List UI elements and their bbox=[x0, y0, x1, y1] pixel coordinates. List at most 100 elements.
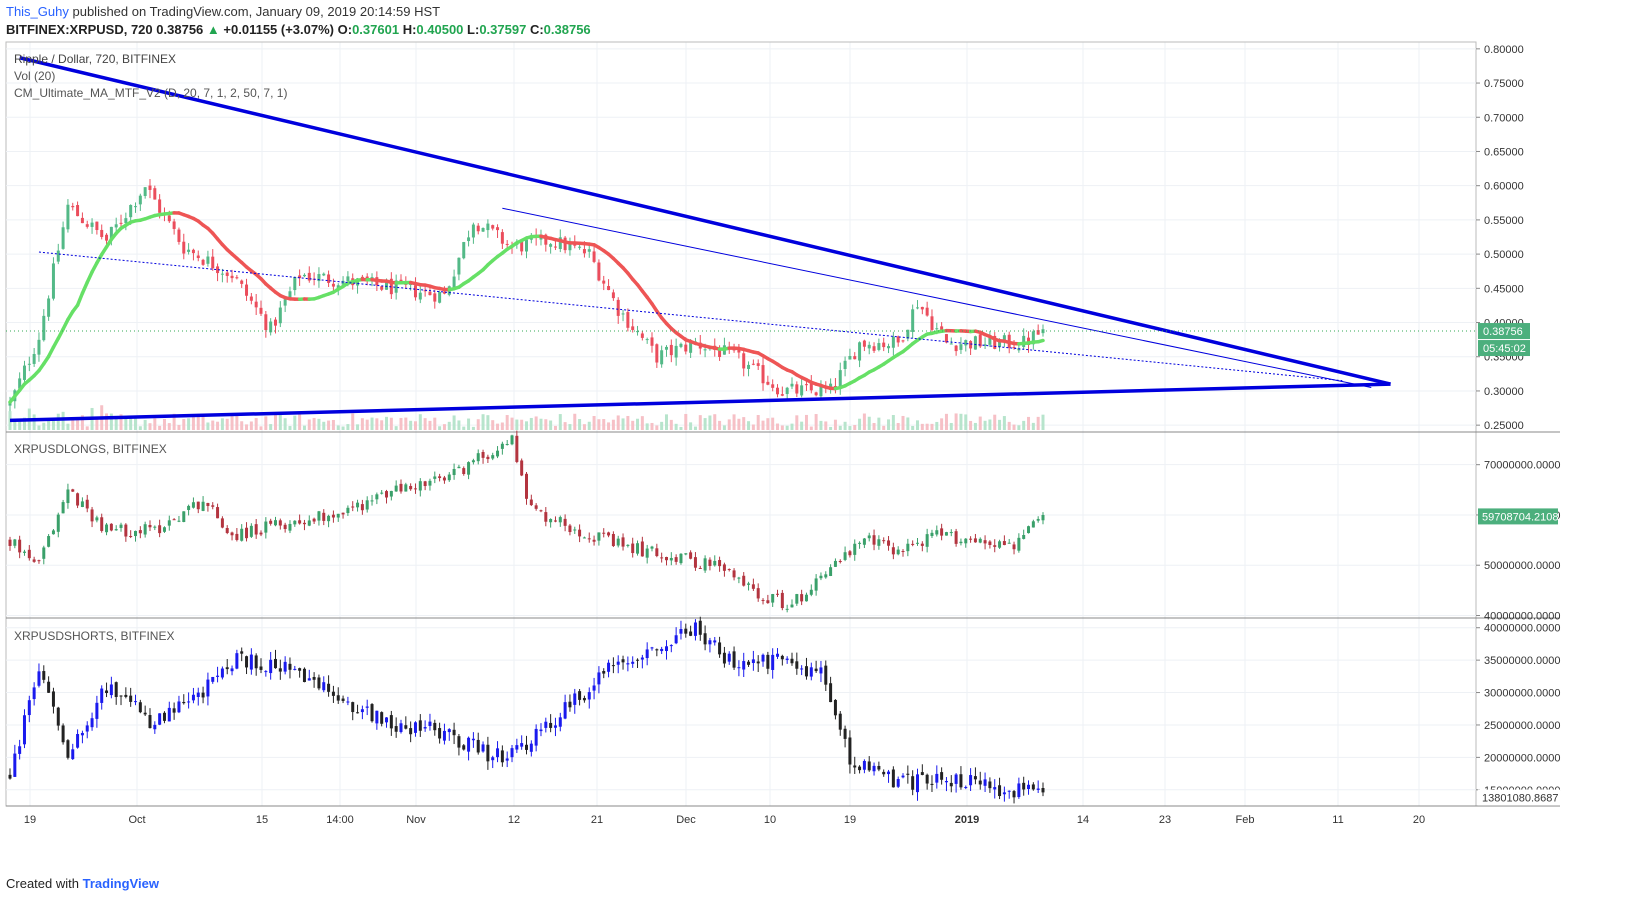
candle-body bbox=[269, 659, 273, 674]
volume-bar bbox=[795, 415, 799, 430]
candle-body bbox=[944, 334, 948, 343]
candle-body bbox=[264, 314, 268, 331]
x-tick-label: Dec bbox=[676, 814, 696, 826]
candle-body bbox=[220, 518, 224, 528]
volume-bar bbox=[785, 425, 789, 430]
volume-bar bbox=[143, 419, 147, 430]
candle-body bbox=[220, 668, 224, 678]
candle-body bbox=[273, 658, 277, 669]
x-tick-label: 14:00 bbox=[326, 814, 354, 826]
volume-bar bbox=[983, 420, 987, 430]
candle-body bbox=[254, 301, 258, 308]
candle-body bbox=[737, 349, 741, 353]
candle-body bbox=[679, 553, 683, 564]
volume-bar bbox=[809, 426, 813, 430]
candle-body bbox=[833, 699, 837, 716]
candle-body bbox=[896, 779, 900, 787]
candle-body bbox=[76, 205, 80, 217]
candle-body bbox=[134, 206, 138, 208]
candle-body bbox=[756, 588, 760, 599]
longs-value-badge bbox=[1478, 508, 1558, 525]
candle-body bbox=[322, 512, 326, 521]
candle-body bbox=[993, 545, 997, 547]
candle-body bbox=[351, 506, 355, 508]
volume-bar bbox=[973, 422, 977, 430]
volume-bar bbox=[727, 419, 731, 430]
candle-body bbox=[302, 274, 306, 277]
candle-body bbox=[785, 387, 789, 394]
candle-body bbox=[235, 533, 239, 540]
candle-body bbox=[718, 642, 722, 655]
candle-body bbox=[264, 671, 268, 673]
candle-body bbox=[370, 704, 374, 722]
shorts-value-label: 13801080.8687 bbox=[1482, 793, 1558, 805]
candle-body bbox=[389, 490, 393, 497]
candle-body bbox=[42, 671, 46, 680]
candle-body bbox=[27, 549, 31, 559]
volume-bar bbox=[360, 418, 364, 430]
last-price-badge bbox=[1478, 323, 1530, 340]
candle-body bbox=[756, 363, 760, 366]
volume-bar bbox=[558, 414, 562, 430]
volume-bar bbox=[578, 419, 582, 430]
volume-bar bbox=[491, 420, 495, 430]
candle-body bbox=[167, 215, 171, 222]
candle-body bbox=[486, 456, 490, 460]
candle-body bbox=[245, 656, 249, 668]
candle-body bbox=[442, 477, 446, 481]
candle-body bbox=[42, 315, 46, 341]
candle-body bbox=[259, 532, 263, 535]
candle-body bbox=[761, 365, 765, 384]
candle-body bbox=[858, 766, 862, 771]
candle-body bbox=[90, 718, 94, 728]
candle-body bbox=[114, 224, 118, 228]
candle-body bbox=[1002, 792, 1006, 795]
candle-body bbox=[978, 780, 982, 785]
tradingview-logo[interactable]: TradingView bbox=[82, 876, 159, 891]
candle-body bbox=[636, 659, 640, 661]
volume-bar bbox=[467, 418, 471, 430]
volume-bar bbox=[452, 415, 456, 430]
candle-body bbox=[467, 737, 471, 752]
candle-body bbox=[650, 546, 654, 549]
candle-body bbox=[158, 713, 162, 725]
candle-body bbox=[428, 291, 432, 296]
volume-bar bbox=[85, 426, 89, 430]
candle-body bbox=[853, 543, 857, 555]
candle-body bbox=[143, 524, 147, 535]
candle-body bbox=[843, 728, 847, 739]
volume-bar bbox=[259, 426, 263, 430]
candle-body bbox=[616, 661, 620, 665]
candle-body bbox=[607, 286, 611, 291]
last-price-label: 0.38756 bbox=[1483, 326, 1523, 338]
volume-bar bbox=[283, 418, 287, 430]
volume-bar bbox=[669, 419, 673, 430]
volume-bar bbox=[708, 415, 712, 430]
candle-body bbox=[423, 727, 427, 729]
candle-body bbox=[674, 635, 678, 644]
x-tick-label: Feb bbox=[1236, 814, 1255, 826]
candle-body bbox=[824, 574, 828, 578]
candle-body bbox=[351, 702, 355, 713]
candle-body bbox=[935, 328, 939, 330]
volume-bar bbox=[288, 426, 292, 430]
volume-bar bbox=[18, 418, 22, 430]
x-tick-label: 10 bbox=[764, 814, 776, 826]
candle-body bbox=[307, 272, 311, 281]
candle-body bbox=[829, 567, 833, 576]
author-link[interactable]: This_Guhy bbox=[6, 4, 69, 19]
volume-bar bbox=[399, 417, 403, 430]
candle-body bbox=[124, 694, 128, 697]
candle-body bbox=[631, 326, 635, 330]
volume-bar bbox=[351, 413, 355, 430]
volume-bar bbox=[901, 415, 905, 430]
volume-bar bbox=[843, 421, 847, 430]
volume-bar bbox=[389, 417, 393, 430]
candle-body bbox=[288, 523, 292, 531]
candle-body bbox=[312, 676, 316, 680]
high-value: 0.40500 bbox=[416, 22, 464, 37]
volume-bar bbox=[674, 423, 678, 430]
volume-bar bbox=[109, 413, 113, 430]
x-tick-label: Oct bbox=[128, 814, 145, 826]
